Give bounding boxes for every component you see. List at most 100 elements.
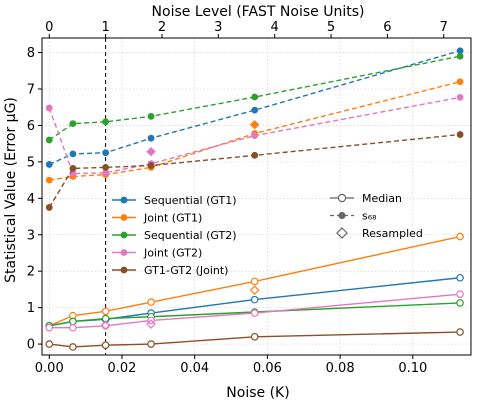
s68-point bbox=[102, 118, 110, 126]
s68-point bbox=[251, 151, 259, 159]
y-tick-label: 7 bbox=[27, 83, 35, 98]
median-point bbox=[250, 332, 259, 341]
legend-label: Sequential (GT1) bbox=[144, 194, 237, 207]
s68-point bbox=[45, 104, 53, 112]
s68-point bbox=[147, 162, 155, 169]
y-tick-label: 5 bbox=[27, 155, 35, 170]
legend-entry: GT1-GT2 (Joint) bbox=[112, 264, 228, 277]
s68-point bbox=[251, 132, 259, 140]
style-legend-label: Median bbox=[362, 192, 402, 205]
style-marker bbox=[337, 193, 347, 203]
top-tick-label: 5 bbox=[327, 20, 335, 35]
s68-line bbox=[48, 55, 461, 141]
median-point bbox=[456, 273, 464, 282]
style-legend: Median s₆₈ Resampled bbox=[330, 192, 423, 240]
s68-point bbox=[102, 163, 110, 171]
s68-point bbox=[456, 131, 464, 138]
resampled-point bbox=[146, 319, 156, 329]
s68-line bbox=[49, 81, 461, 181]
resampled-s68-point bbox=[146, 146, 156, 157]
style-legend-entry: Median bbox=[330, 192, 402, 205]
s68-point bbox=[69, 165, 77, 172]
median-point bbox=[147, 298, 155, 306]
s68-point bbox=[45, 176, 53, 184]
s68-point bbox=[251, 106, 259, 114]
top-tick-label: 2 bbox=[158, 20, 166, 35]
legend-marker bbox=[120, 231, 128, 239]
median-point bbox=[69, 317, 77, 326]
s68-line bbox=[48, 96, 461, 175]
median-point bbox=[45, 340, 54, 348]
left-axis: 0 1 2 3 4 5 6 7 8 bbox=[27, 46, 42, 353]
y-tick-label: 3 bbox=[27, 228, 35, 243]
series-sequential-gt2- bbox=[45, 52, 464, 330]
top-axis: 0 1 2 3 4 5 6 7 bbox=[45, 20, 448, 38]
y-tick-label: 4 bbox=[27, 192, 35, 207]
bottom-axis: 0.00 0.02 0.04 0.06 0.08 0.10 bbox=[35, 355, 427, 376]
median-point bbox=[69, 343, 77, 351]
top-tick-label: 1 bbox=[101, 20, 109, 35]
grid bbox=[42, 38, 471, 355]
legend-label: Joint (GT1) bbox=[143, 212, 202, 225]
legend-entry: Joint (GT1) bbox=[112, 212, 202, 225]
s68-point bbox=[456, 93, 464, 101]
legend-entry: Sequential (GT1) bbox=[112, 194, 237, 207]
x-axis-title: Noise (K) bbox=[226, 385, 289, 401]
legend-label: Sequential (GT2) bbox=[144, 229, 237, 242]
median-point bbox=[69, 323, 77, 332]
s68-point bbox=[147, 134, 155, 142]
series-joint-gt2- bbox=[45, 93, 464, 332]
top-tick-label: 4 bbox=[271, 20, 279, 35]
median-line bbox=[49, 331, 461, 348]
top-tick-label: 6 bbox=[383, 20, 391, 35]
s68-point bbox=[456, 52, 464, 60]
median-point bbox=[250, 277, 259, 286]
legend-marker bbox=[120, 249, 128, 256]
s68-point bbox=[251, 93, 259, 101]
median-line bbox=[49, 293, 461, 329]
median-point bbox=[456, 232, 464, 241]
top-axis-title: Noise Level (FAST Noise Units) bbox=[152, 4, 365, 20]
style-legend-label: Resampled bbox=[362, 227, 423, 240]
y-tick-label: 6 bbox=[27, 119, 35, 134]
s68-point bbox=[45, 204, 53, 211]
x-tick-label: 0.02 bbox=[108, 361, 137, 376]
legend-label: GT1-GT2 (Joint) bbox=[144, 264, 228, 277]
y-tick-label: 2 bbox=[27, 265, 35, 280]
style-legend-label: s₆₈ bbox=[362, 210, 377, 223]
x-tick-label: 0.10 bbox=[398, 361, 427, 376]
median-point bbox=[147, 340, 155, 348]
s68-point bbox=[45, 136, 53, 144]
y-tick-label: 1 bbox=[27, 301, 35, 316]
style-legend-entry: s₆₈ bbox=[330, 210, 377, 223]
s68-point bbox=[456, 78, 464, 86]
resampled-s68-point bbox=[249, 120, 260, 130]
resampled-point bbox=[249, 285, 260, 295]
y-tick-label: 8 bbox=[27, 46, 35, 61]
legend-marker bbox=[120, 214, 128, 221]
top-tick-label: 7 bbox=[440, 20, 448, 35]
top-tick-label: 0 bbox=[45, 20, 53, 35]
x-tick-label: 0.06 bbox=[253, 361, 282, 376]
style-marker bbox=[338, 211, 346, 220]
x-tick-label: 0.04 bbox=[180, 361, 209, 376]
median-point bbox=[45, 323, 54, 332]
median-point bbox=[101, 307, 110, 316]
series-lines bbox=[45, 47, 464, 351]
legend-marker bbox=[120, 196, 128, 204]
style-legend-entry: Resampled bbox=[336, 227, 423, 240]
x-tick-label: 0.08 bbox=[326, 361, 355, 376]
series-legend: Sequential (GT1) Joint (GT1) Sequential (G… bbox=[112, 194, 237, 277]
legend-entry: Joint (GT2) bbox=[112, 247, 202, 260]
s68-point bbox=[69, 120, 77, 128]
median-point bbox=[101, 341, 110, 349]
s68-line bbox=[48, 50, 461, 166]
y-tick-label: 0 bbox=[27, 338, 35, 353]
y-axis-title: Statistical Value (Error μG) bbox=[3, 97, 19, 283]
median-point bbox=[250, 295, 259, 304]
top-tick-label: 3 bbox=[214, 20, 222, 35]
resampled-point bbox=[100, 320, 111, 330]
x-tick-label: 0.00 bbox=[35, 361, 64, 376]
median-point bbox=[456, 328, 464, 336]
